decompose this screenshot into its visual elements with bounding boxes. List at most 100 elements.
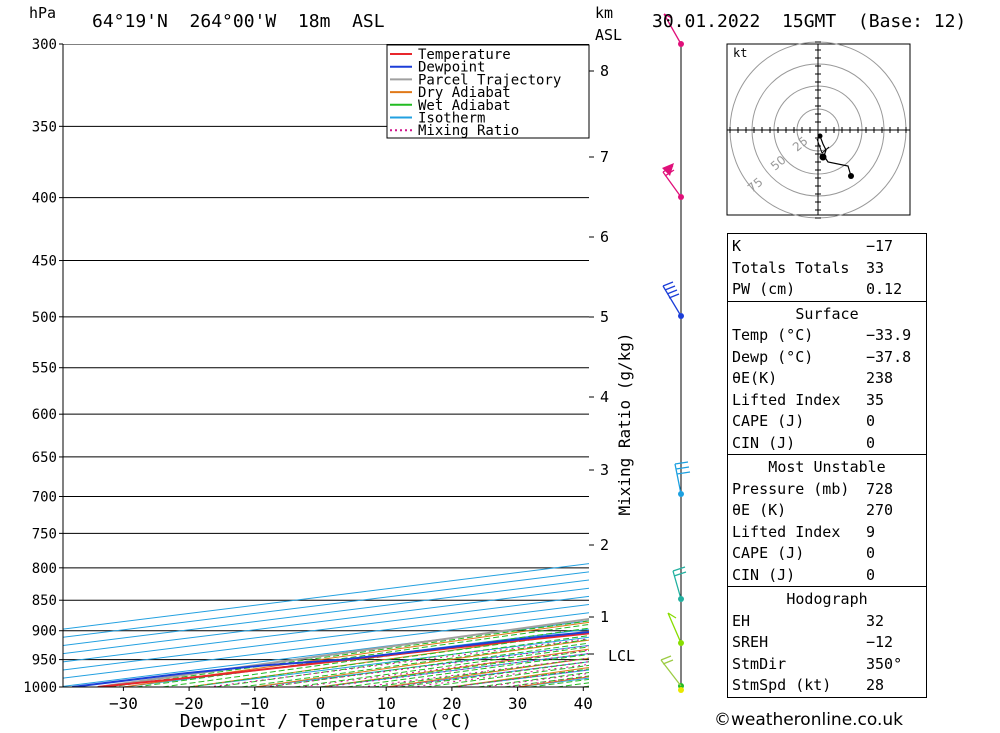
wind-barb [672, 566, 687, 600]
wind-barb [662, 281, 682, 317]
table-row: CIN (J) 0 [732, 565, 922, 587]
table-row-label: CAPE (J) [732, 412, 805, 430]
hodograph-trace [816, 138, 830, 154]
table-row: K −17 [732, 236, 922, 258]
temperature-tick-label: 40 [574, 694, 593, 713]
table-row: θE (K) 270 [732, 500, 922, 522]
km-tick-label: 6 [600, 228, 609, 246]
table-row: Lifted Index 35 [732, 390, 922, 412]
mixing-ratio-axis-title: Mixing Ratio (g/kg) [615, 332, 634, 515]
km-label: km [595, 4, 614, 22]
asl-label: ASL [595, 26, 623, 44]
isotherm-line [63, 571, 589, 638]
pressure-tick-label: 450 [32, 254, 57, 270]
pressure-tick-label: 300 [32, 37, 57, 53]
table-row: Temp (°C) −33.9 [732, 325, 922, 347]
table-row-label: Dewp (°C) [732, 347, 814, 366]
hodograph-title: Hodograph [786, 590, 868, 608]
indices-table: K −17 Totals Totals 33 PW (cm) 0.12 Surface T… [727, 233, 927, 698]
table-row-value: 0 [866, 565, 876, 584]
temperature-tick-label: 0 [316, 694, 326, 713]
wind-barb [674, 461, 691, 495]
table-row-value: 238 [866, 369, 894, 387]
copyright: ©weatheronline.co.uk [714, 710, 904, 730]
pressure-tick-label: 400 [32, 191, 57, 207]
temperature-tick-label: −30 [109, 694, 138, 713]
table-row-value: −37.8 [866, 347, 912, 366]
km-tick-label: 1 [600, 608, 609, 626]
legend-entry: Wet Adiabat [418, 98, 511, 114]
legend-entry: Dewpoint [418, 60, 485, 76]
pressure-tick-label: 1000 [23, 680, 57, 696]
wind-level-dot [678, 687, 684, 693]
table-row-label: EH [732, 611, 751, 630]
table-row-label: θE (K) [732, 501, 787, 519]
hodograph-unit-label: kt [733, 46, 747, 60]
table-row-label: CAPE (J) [732, 544, 805, 562]
pressure-tick-label: 650 [32, 450, 57, 466]
dewpoint-line [72, 630, 589, 687]
indices-block: K −17 Totals Totals 33 PW (cm) 0.12 [727, 233, 927, 301]
temperature-tick-label: 30 [508, 694, 527, 713]
table-row-value: 0.12 [866, 280, 903, 298]
table-row: Totals Totals 33 [732, 258, 922, 280]
table-row-label: StmSpd (kt) [732, 676, 832, 694]
table-row: CAPE (J) 0 [732, 543, 922, 565]
table-row: SREH −12 [732, 632, 922, 654]
legend-entry: Temperature [418, 47, 511, 63]
table-row-label: Temp (°C) [732, 326, 814, 344]
table-row: EH 32 [732, 611, 922, 633]
temperature-tick-label: 20 [442, 694, 461, 713]
table-row-value: 9 [866, 522, 876, 541]
table-row-value: −33.9 [866, 326, 912, 344]
pressure-tick-label: 700 [32, 490, 57, 506]
table-row-value: 32 [866, 611, 885, 630]
table-row: CIN (J) 0 [732, 433, 922, 455]
km-tick-label: 4 [600, 388, 609, 406]
table-row: Dewp (°C) −37.8 [732, 347, 922, 369]
pressure-tick-label: 550 [32, 361, 57, 377]
table-row-value: −12 [866, 633, 894, 651]
legend-box [386, 44, 590, 139]
table-row: Lifted Index 9 [732, 522, 922, 544]
surface-block: Surface Temp (°C) −33.9 Dewp (°C) −37.8 θE(K… [727, 300, 927, 455]
km-tick-label: 8 [600, 62, 609, 80]
pressure-tick-label: 500 [32, 310, 57, 326]
table-row-value: 728 [866, 479, 894, 498]
most-unstable-title: Most Unstable [768, 458, 886, 476]
legend-entry: Parcel Trajectory [418, 72, 561, 88]
table-row: StmDir 350° [732, 654, 922, 676]
table-row-value: −17 [866, 237, 894, 255]
table-row-label: Totals Totals [732, 258, 850, 277]
km-tick-label: 7 [600, 148, 609, 166]
table-row: Pressure (mb) 728 [732, 479, 922, 501]
wind-barb [667, 612, 682, 644]
table-row-label: Lifted Index [732, 522, 841, 541]
table-row-value: 350° [866, 654, 903, 673]
hodograph-point [817, 133, 823, 139]
parcel-trajectory-line [97, 618, 589, 687]
table-row-label: PW (cm) [732, 280, 796, 298]
hodograph-block: Hodograph EH 32 SREH −12 StmDir 350° StmSpd (k… [727, 586, 927, 698]
table-row-label: SREH [732, 633, 769, 651]
pressure-tick-label: 950 [32, 653, 57, 669]
table-row-value: 270 [866, 501, 894, 519]
table-row: StmSpd (kt) 28 [732, 675, 922, 697]
isotherm-line [63, 563, 589, 630]
legend-entry: Mixing Ratio [418, 123, 519, 139]
dry-adiabat-line [978, 35, 1000, 687]
table-row-label: CIN (J) [732, 565, 796, 584]
surface-title: Surface [795, 304, 859, 323]
lcl-label: LCL [608, 647, 635, 665]
table-row-label: K [732, 237, 742, 255]
most-unstable-block: Most Unstable Pressure (mb) 728 θE (K) 270 L… [727, 454, 927, 586]
pressure-tick-label: 600 [32, 407, 57, 423]
wind-pennant [662, 163, 674, 176]
table-row: PW (cm) 0.12 [732, 279, 922, 301]
temperature-tick-label: 10 [377, 694, 396, 713]
table-row-label: CIN (J) [732, 433, 796, 452]
hpa-label: hPa [29, 4, 57, 22]
temperature-tick-label: −20 [175, 694, 204, 713]
table-row-label: θE(K) [732, 369, 778, 387]
km-tick-label: 3 [600, 461, 609, 479]
